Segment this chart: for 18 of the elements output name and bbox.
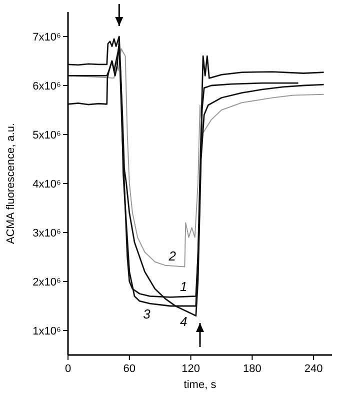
x-axis-title: time, s (184, 379, 217, 391)
y-tick-label: 3x10⁶ (32, 228, 61, 240)
y-tick-label: 5x10⁶ (32, 130, 61, 142)
series-label: 4 (180, 314, 188, 329)
series-label: 1 (180, 279, 188, 294)
y-tick-label: 6x10⁶ (32, 80, 61, 92)
x-tick-label: 240 (304, 363, 323, 375)
y-tick-label: 2x10⁶ (32, 276, 61, 288)
series-label: 2 (168, 248, 177, 264)
y-tick-label: 7x10⁶ (32, 32, 61, 44)
x-tick-label: 180 (243, 363, 262, 375)
x-tick-label: 60 (123, 363, 136, 375)
y-axis-title: ACMA fluorescence, a.u. (5, 122, 17, 244)
x-tick-label: 120 (182, 363, 200, 375)
x-tick-label: 0 (64, 363, 72, 375)
y-tick-label: 1x10⁶ (32, 326, 61, 338)
series-label: 3 (143, 306, 152, 322)
y-tick-label: 4x10⁶ (32, 178, 61, 190)
